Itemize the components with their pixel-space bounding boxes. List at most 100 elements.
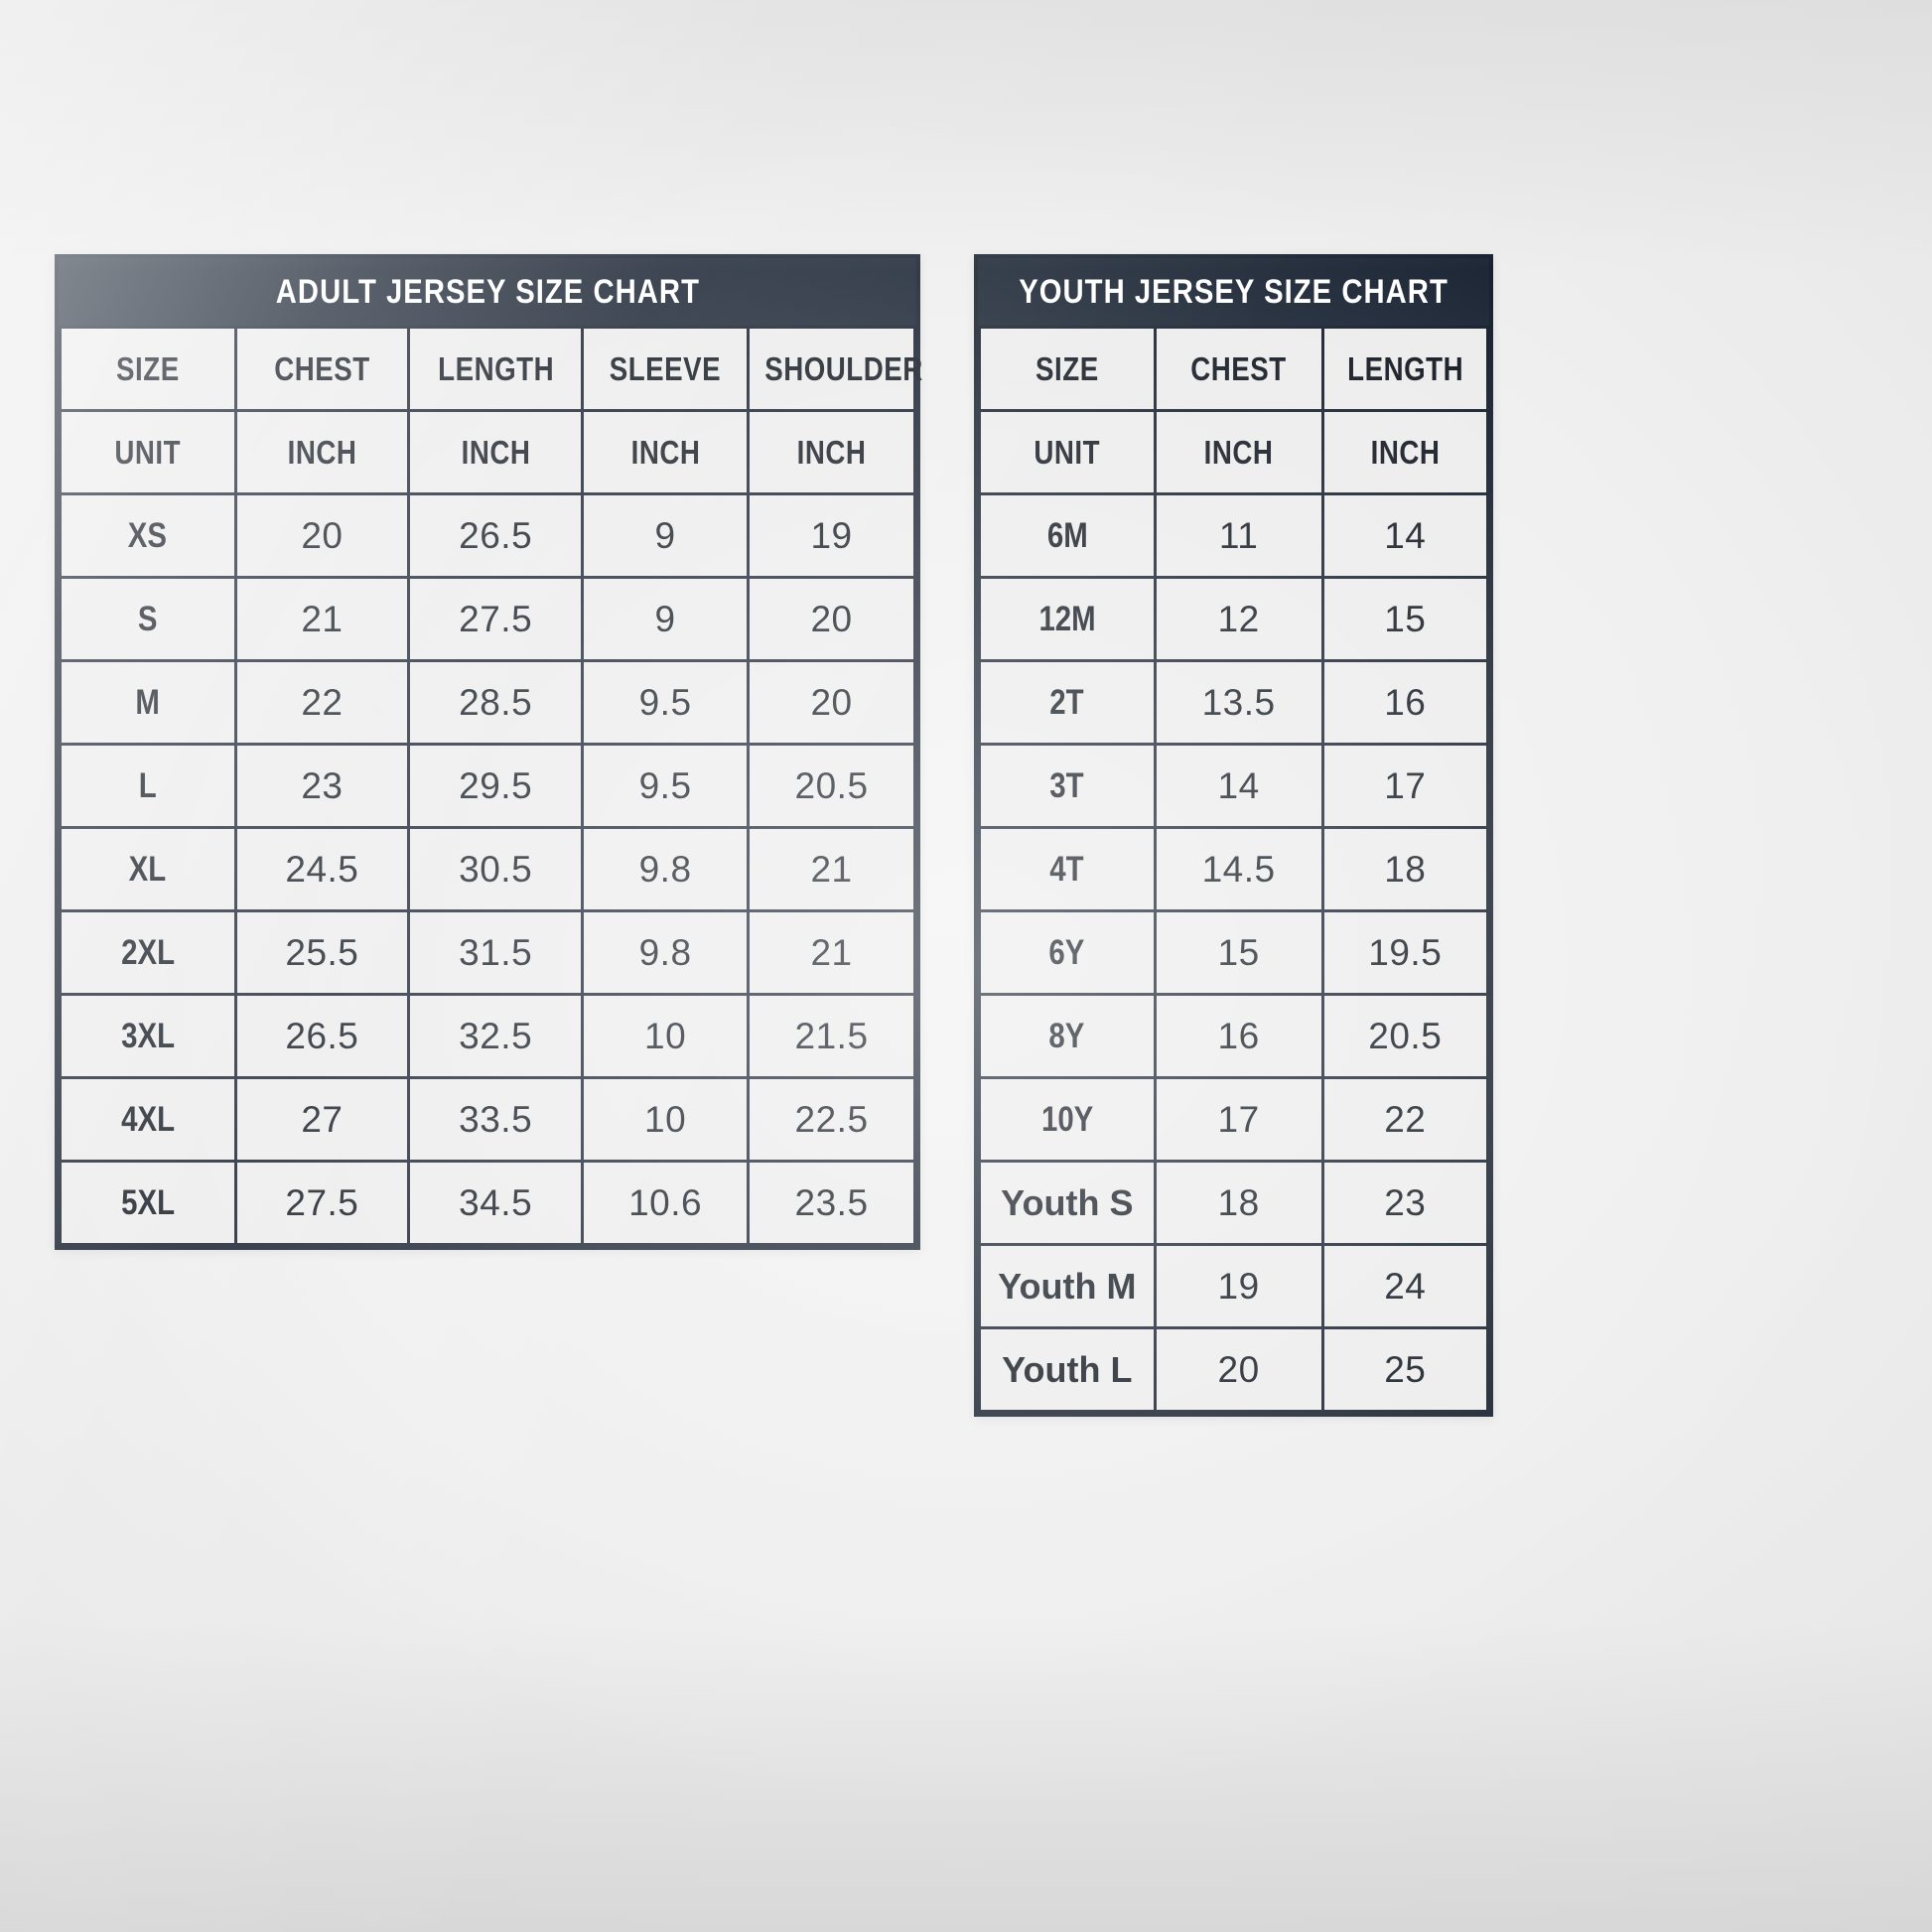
youth-size-table: SIZE CHEST LENGTH UNIT INCH INCH 6M 11 14 1… [978,326,1490,1413]
size-text: L [138,765,157,805]
youth-chest-value: 16 [1153,993,1324,1079]
adult-size-label: M [59,659,237,746]
adult-header-chest: CHEST [233,326,411,412]
youth-length-value: 19.5 [1320,909,1490,996]
adult-size-table: SIZE CHEST LENGTH SLEEVE SHOULDER UNIT I… [59,326,922,1246]
adult-size-label: 3XL [59,993,237,1079]
youth-size-label: 10Y [978,1076,1157,1163]
table-row: L 23 29.5 9.5 20.5 [59,743,916,829]
adult-shoulder-value: 20 [747,659,916,746]
size-text: 3XL [120,1016,175,1055]
youth-size-label: 8Y [978,993,1157,1079]
youth-length-value: 23 [1320,1160,1490,1246]
size-text: 2XL [120,932,175,972]
youth-size-label: Youth S [978,1160,1157,1246]
youth-chest-value: 14.5 [1153,826,1324,912]
youth-header-size: SIZE [978,326,1157,412]
youth-length-value: 15 [1320,576,1490,662]
adult-shoulder-value: 22.5 [747,1076,916,1163]
adult-length-value: 34.5 [407,1160,585,1246]
youth-chest-value: 11 [1153,492,1324,579]
size-text: 4T [1049,849,1084,889]
table-row: 4T 14.5 18 [978,826,1490,912]
adult-length-value: 33.5 [407,1076,585,1163]
size-text: 5XL [120,1182,175,1222]
adult-header-shoulder: SHOULDER [747,326,922,412]
youth-size-label: Youth L [978,1326,1157,1413]
adult-chest-value: 24.5 [233,826,411,912]
youth-chest-value: 19 [1153,1243,1324,1329]
adult-sleeve-value: 9.8 [581,826,751,912]
youth-table-head: SIZE CHEST LENGTH UNIT INCH INCH [978,326,1490,495]
youth-length-value: 17 [1320,743,1490,829]
adult-header-length: LENGTH [407,326,585,412]
size-text: XL [128,849,167,889]
adult-shoulder-value: 21.5 [747,993,916,1079]
table-row: 8Y 16 20.5 [978,993,1490,1079]
adult-header-row: SIZE CHEST LENGTH SLEEVE SHOULDER [59,326,922,412]
size-text: 12M [1038,599,1096,638]
youth-size-label: 4T [978,826,1157,912]
adult-length-value: 26.5 [407,492,585,579]
table-row: S 21 27.5 9 20 [59,576,916,662]
size-text: Youth S [1001,1181,1134,1223]
adult-size-label: 4XL [59,1076,237,1163]
adult-length-value: 32.5 [407,993,585,1079]
table-row: 4XL 27 33.5 10 22.5 [59,1076,916,1163]
youth-header-length: LENGTH [1320,326,1490,412]
adult-unit-sleeve: INCH [581,409,751,495]
size-text: 6Y [1048,932,1085,972]
youth-chest-value: 14 [1153,743,1324,829]
table-row: 5XL 27.5 34.5 10.6 23.5 [59,1160,916,1246]
size-text: 2T [1049,682,1084,722]
adult-chart-title: ADULT JERSEY SIZE CHART [275,272,700,311]
adult-length-value: 31.5 [407,909,585,996]
size-text: M [135,682,160,722]
adult-length-value: 28.5 [407,659,585,746]
size-text: 6M [1046,515,1088,555]
adult-length-value: 27.5 [407,576,585,662]
youth-unit-length: INCH [1320,409,1490,495]
adult-shoulder-value: 21 [747,909,916,996]
table-row: 6M 11 14 [978,492,1490,579]
youth-unit-label: UNIT [978,409,1157,495]
adult-unit-length: INCH [407,409,585,495]
adult-sleeve-value: 10.6 [581,1160,751,1246]
youth-size-label: 2T [978,659,1157,746]
youth-header-row: SIZE CHEST LENGTH [978,326,1490,412]
adult-chart-title-bar: ADULT JERSEY SIZE CHART [59,258,916,326]
adult-jersey-size-chart: ADULT JERSEY SIZE CHART SIZE CHEST LENGT… [55,254,922,1250]
table-row: 6Y 15 19.5 [978,909,1490,996]
youth-header-chest: CHEST [1153,326,1324,412]
adult-size-label: 5XL [59,1160,237,1246]
youth-size-label: 6M [978,492,1157,579]
adult-header-size: SIZE [59,326,237,412]
table-row: Youth L 20 25 [978,1326,1490,1413]
adult-sleeve-value: 9 [581,576,751,662]
adult-size-label: S [59,576,237,662]
youth-length-value: 18 [1320,826,1490,912]
adult-size-label: 2XL [59,909,237,996]
adult-unit-shoulder: INCH [747,409,916,495]
youth-unit-chest: INCH [1153,409,1324,495]
youth-chest-value: 18 [1153,1160,1324,1246]
youth-chest-value: 13.5 [1153,659,1324,746]
table-row: 3T 14 17 [978,743,1490,829]
adult-chest-value: 26.5 [233,993,411,1079]
adult-shoulder-value: 23.5 [747,1160,916,1246]
adult-table-body: XS 20 26.5 9 19 S 21 27.5 9 20 M 22 28.5 9.5 20 L 23 29.5… [59,492,916,1246]
youth-chest-value: 17 [1153,1076,1324,1163]
youth-jersey-size-chart: YOUTH JERSEY SIZE CHART SIZE CHEST LENGT… [974,254,1493,1417]
adult-chest-value: 27 [233,1076,411,1163]
table-row: 10Y 17 22 [978,1076,1490,1163]
adult-sleeve-value: 9.8 [581,909,751,996]
adult-unit-chest: INCH [233,409,411,495]
adult-chest-value: 27.5 [233,1160,411,1246]
size-text: 4XL [120,1099,175,1139]
table-row: XS 20 26.5 9 19 [59,492,916,579]
youth-size-label: Youth M [978,1243,1157,1329]
youth-length-value: 16 [1320,659,1490,746]
adult-chest-value: 20 [233,492,411,579]
table-row: XL 24.5 30.5 9.8 21 [59,826,916,912]
